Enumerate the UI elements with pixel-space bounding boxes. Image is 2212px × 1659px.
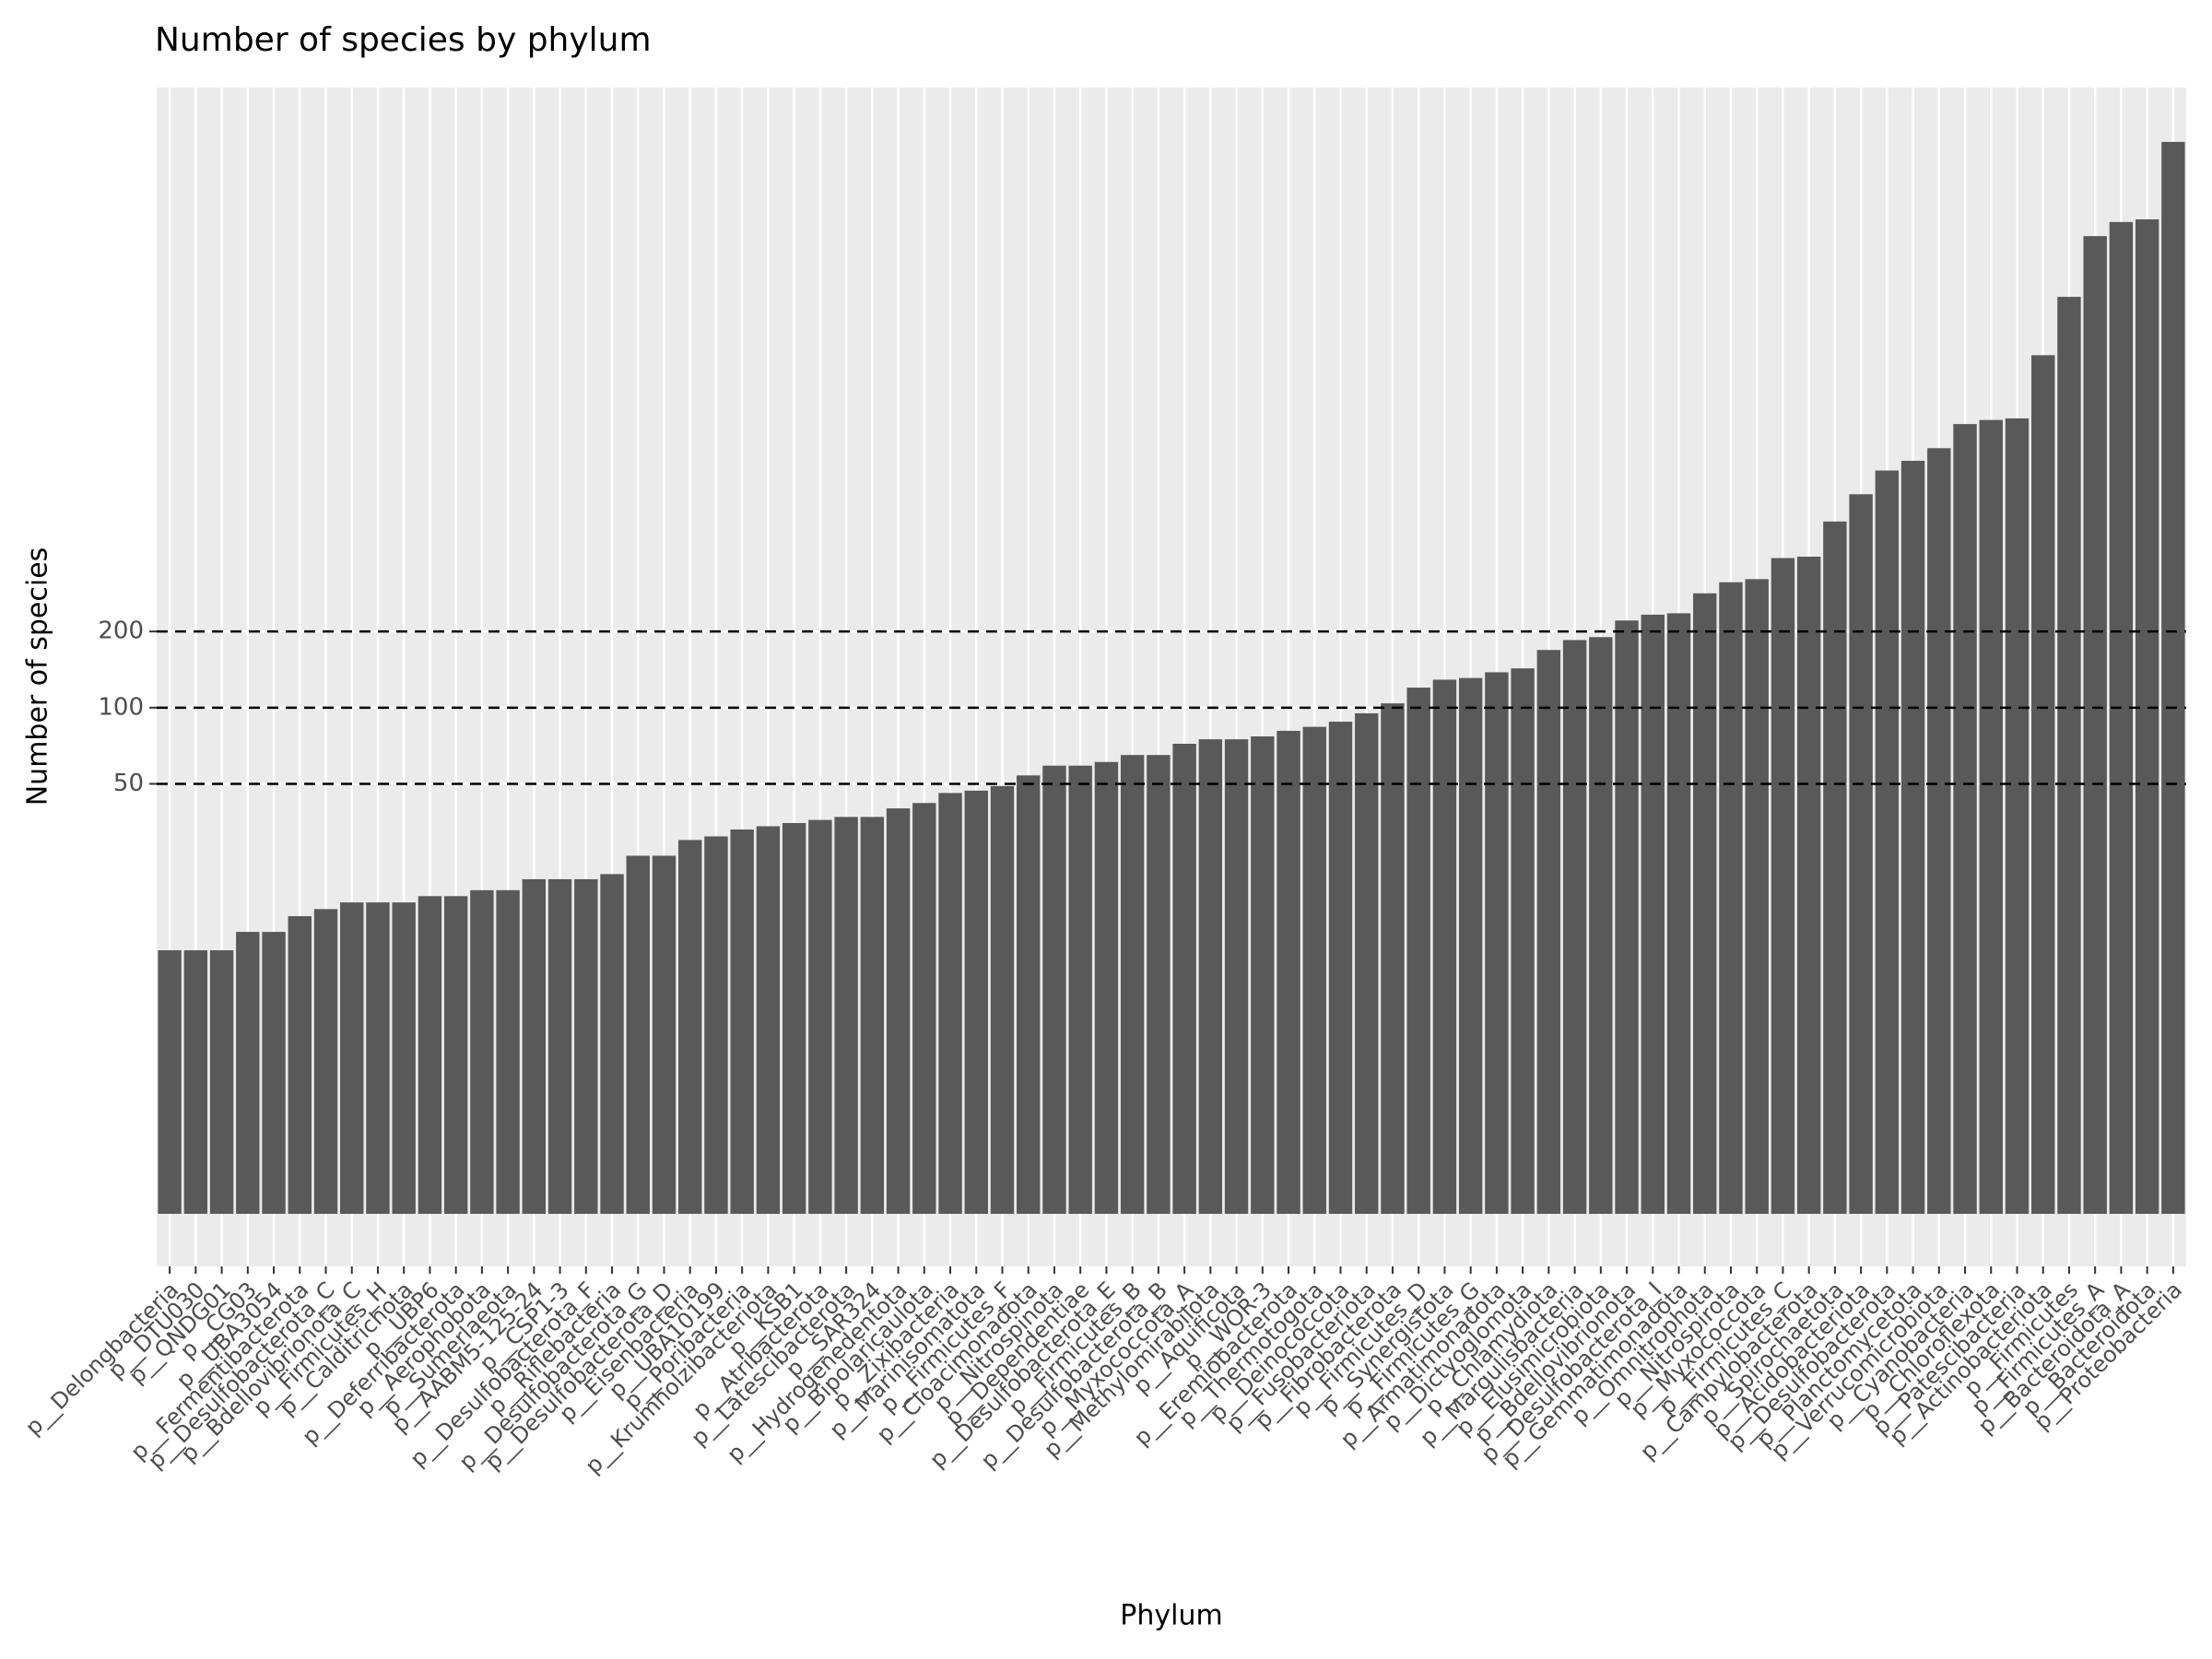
chart-title: Number of species by phylum: [155, 21, 652, 59]
bar: [704, 836, 728, 1214]
bar: [547, 878, 572, 1214]
bar: [236, 932, 260, 1214]
bar: [1485, 672, 1509, 1214]
bar: [340, 902, 364, 1214]
bar: [1120, 755, 1145, 1214]
bar: [1042, 765, 1066, 1214]
bar: [313, 909, 338, 1214]
bar: [2005, 418, 2030, 1214]
bar: [1147, 755, 1171, 1214]
bar: [1511, 668, 1535, 1214]
bar: [938, 793, 962, 1214]
bar: [1641, 614, 1665, 1214]
bar: [1017, 775, 1041, 1214]
bar: [1979, 419, 2003, 1214]
bar: [1251, 735, 1275, 1214]
bar: [1355, 712, 1379, 1214]
bar: [808, 819, 832, 1214]
bar: [1953, 424, 1977, 1214]
bar: [730, 830, 754, 1214]
bar: [1771, 558, 1795, 1214]
bar: [1927, 448, 1951, 1214]
bar: [1406, 688, 1430, 1214]
y-tick-label: 50: [113, 770, 144, 797]
bar: [1823, 521, 1847, 1214]
bar: [470, 889, 494, 1214]
panel: [157, 88, 2186, 1266]
bar: [652, 855, 677, 1214]
bar: [158, 950, 182, 1214]
bar: [1875, 470, 1900, 1214]
bar: [1432, 679, 1457, 1214]
bar: [2057, 297, 2081, 1214]
bar: [782, 823, 806, 1214]
bar: [990, 785, 1015, 1214]
bar: [886, 808, 911, 1214]
bar: [1900, 460, 1925, 1214]
bar: [912, 803, 936, 1214]
bar: [366, 902, 390, 1214]
bar: [2109, 221, 2134, 1214]
bar: [392, 902, 416, 1214]
bar: [1666, 613, 1691, 1214]
bar: [209, 950, 234, 1214]
bar: [678, 840, 702, 1214]
y-tick-label: 100: [98, 693, 144, 721]
bar: [756, 826, 781, 1214]
bar: [2083, 236, 2107, 1214]
y-tick-label: 200: [98, 618, 144, 645]
bar: [860, 817, 885, 1214]
bar: [288, 916, 312, 1214]
bar: [1589, 637, 1613, 1214]
bar: [183, 950, 208, 1214]
bar: [418, 896, 442, 1214]
bar: [2135, 219, 2159, 1214]
bar: [1277, 730, 1300, 1214]
bar: [574, 878, 598, 1214]
bar: [2161, 141, 2185, 1214]
bar: [1745, 579, 1769, 1214]
bar: [964, 790, 988, 1214]
bar: [443, 896, 468, 1214]
bar: [1693, 593, 1717, 1214]
bar: [496, 889, 520, 1214]
bar: [1172, 743, 1196, 1214]
bar: [1719, 582, 1743, 1214]
bar: [522, 878, 547, 1214]
bar: [262, 932, 286, 1214]
bar: [1615, 620, 1639, 1214]
bar: [1328, 722, 1353, 1214]
bar: [1536, 650, 1561, 1214]
bar: [1068, 765, 1092, 1214]
bar: [1381, 703, 1405, 1214]
bar: [1224, 739, 1249, 1214]
bar: [1302, 726, 1326, 1214]
bar: [1458, 677, 1483, 1214]
bar: [834, 817, 858, 1214]
bar: [1094, 761, 1119, 1214]
bar: [1796, 556, 1821, 1214]
bar: [1849, 494, 1873, 1214]
bar: [1562, 640, 1587, 1214]
x-axis-title: Phylum: [1120, 1600, 1222, 1632]
y-axis-title: Number of species: [22, 547, 54, 806]
bar: [626, 855, 650, 1214]
bar: [600, 874, 624, 1214]
bar: [1198, 739, 1223, 1214]
